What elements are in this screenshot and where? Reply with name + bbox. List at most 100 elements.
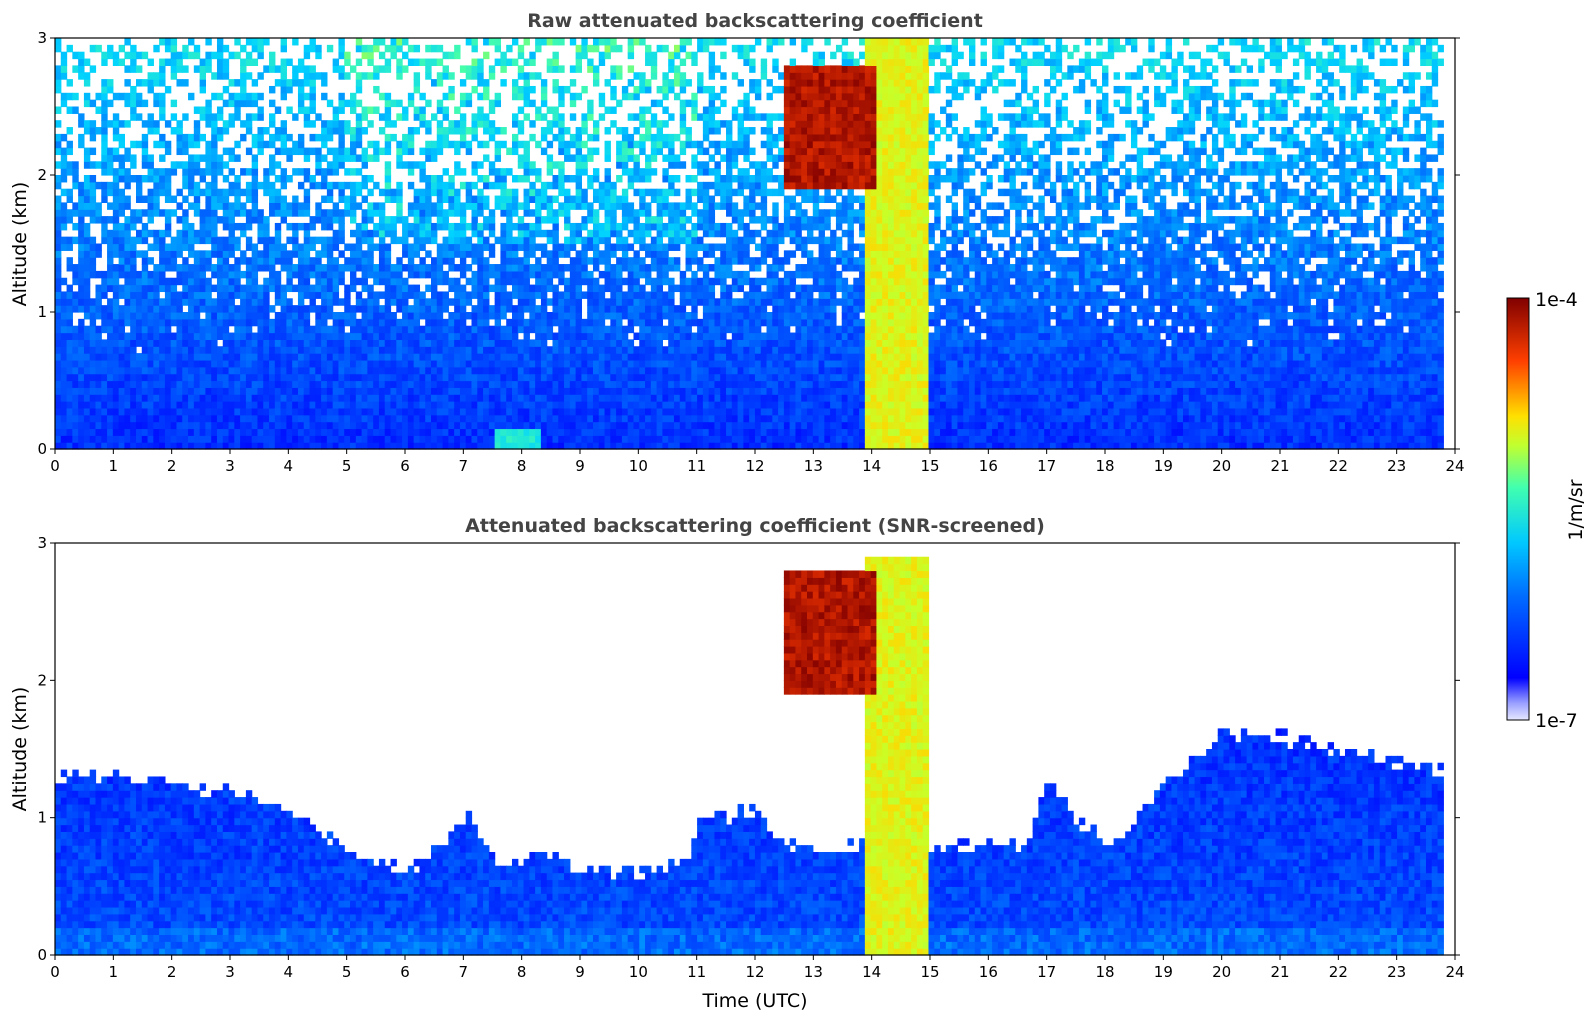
heatmap-cell — [552, 401, 558, 408]
heatmap-cell — [211, 196, 217, 203]
heatmap-cell — [55, 141, 61, 148]
heatmap-cell — [408, 230, 414, 237]
heatmap-cell — [616, 394, 622, 401]
heatmap-cell — [408, 381, 414, 388]
heatmap-cell — [55, 428, 61, 435]
heatmap-cell — [367, 45, 373, 52]
heatmap-cell — [61, 428, 67, 435]
heatmap-cell — [691, 428, 697, 435]
heatmap-cell — [252, 154, 258, 161]
heatmap-cell — [379, 435, 385, 442]
heatmap-cell — [691, 339, 697, 346]
heatmap-cell — [437, 223, 443, 230]
heatmap-cell — [691, 312, 697, 319]
heatmap-cell — [344, 298, 350, 305]
heatmap-cell — [165, 381, 171, 388]
heatmap-cell — [55, 107, 61, 114]
heatmap-cell — [275, 189, 281, 196]
heatmap-cell — [350, 319, 356, 326]
heatmap-cell — [512, 196, 518, 203]
heatmap-cell — [419, 244, 425, 251]
heatmap-cell — [107, 250, 113, 257]
heatmap-cell — [310, 134, 316, 141]
heatmap-cell — [657, 401, 663, 408]
heatmap-cell — [333, 113, 339, 120]
heatmap-cell — [402, 134, 408, 141]
heatmap-cell — [477, 401, 483, 408]
heatmap-cell — [286, 408, 292, 415]
heatmap-cell — [686, 100, 692, 107]
heatmap-cell — [107, 244, 113, 251]
heatmap-cell — [419, 381, 425, 388]
heatmap-cell — [78, 435, 84, 442]
heatmap-cell — [645, 264, 651, 271]
heatmap-cell — [576, 271, 582, 278]
heatmap-cell — [500, 250, 506, 257]
heatmap-cell — [281, 175, 287, 182]
heatmap-cell — [95, 209, 101, 216]
heatmap-cell — [651, 196, 657, 203]
heatmap-cell — [443, 319, 449, 326]
heatmap-cell — [257, 141, 263, 148]
heatmap-cell — [95, 326, 101, 333]
heatmap-cell — [408, 394, 414, 401]
heatmap-cell — [205, 415, 211, 422]
heatmap-cell — [246, 374, 252, 381]
heatmap-cell — [379, 422, 385, 429]
heatmap-cell — [367, 154, 373, 161]
heatmap-cell — [633, 154, 639, 161]
heatmap-cell — [419, 333, 425, 340]
heatmap-cell — [587, 291, 593, 298]
heatmap-cell — [182, 408, 188, 415]
heatmap-cell — [524, 285, 530, 292]
heatmap-cell — [691, 59, 697, 66]
heatmap-cell — [454, 230, 460, 237]
heatmap-cell — [680, 230, 686, 237]
heatmap-cell — [662, 168, 668, 175]
heatmap-cell — [124, 333, 130, 340]
heatmap-cell — [263, 216, 269, 223]
heatmap-cell — [408, 148, 414, 155]
heatmap-cell — [269, 161, 275, 168]
heatmap-cell — [657, 285, 663, 292]
heatmap-cell — [437, 339, 443, 346]
heatmap-cell — [581, 113, 587, 120]
heatmap-cell — [552, 333, 558, 340]
heatmap-cell — [95, 202, 101, 209]
heatmap-cell — [558, 367, 564, 374]
heatmap-cell — [552, 381, 558, 388]
heatmap-cell — [61, 168, 67, 175]
heatmap-cell — [362, 250, 368, 257]
heatmap-cell — [599, 422, 605, 429]
heatmap-cell — [148, 381, 154, 388]
heatmap-cell — [466, 93, 472, 100]
heatmap-cell — [570, 264, 576, 271]
heatmap-cell — [200, 59, 206, 66]
heatmap-cell — [385, 353, 391, 360]
heatmap-cell — [159, 107, 165, 114]
heatmap-cell — [101, 154, 107, 161]
heatmap-cell — [217, 326, 223, 333]
heatmap-cell — [691, 415, 697, 422]
heatmap-cell — [333, 353, 339, 360]
heatmap-cell — [662, 291, 668, 298]
heatmap-cell — [431, 319, 437, 326]
heatmap-cell — [460, 346, 466, 353]
heatmap-cell — [448, 428, 454, 435]
heatmap-cell — [680, 401, 686, 408]
heatmap-cell — [176, 59, 182, 66]
heatmap-cell — [338, 196, 344, 203]
heatmap-cell — [136, 285, 142, 292]
heatmap-cell — [622, 202, 628, 209]
heatmap-cell — [686, 216, 692, 223]
heatmap-cell — [188, 346, 194, 353]
heatmap-cell — [587, 346, 593, 353]
heatmap-cell — [558, 360, 564, 367]
heatmap-cell — [691, 333, 697, 340]
heatmap-cell — [176, 230, 182, 237]
heatmap-cell — [472, 374, 478, 381]
heatmap-cell — [338, 346, 344, 353]
heatmap-cell — [298, 312, 304, 319]
heatmap-cell — [437, 244, 443, 251]
heatmap-cell — [448, 298, 454, 305]
